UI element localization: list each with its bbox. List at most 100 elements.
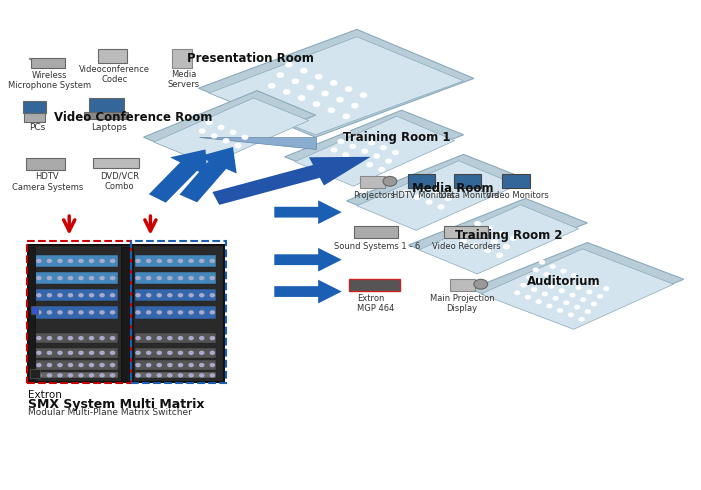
Text: Extron
MGP 464: Extron MGP 464 (357, 294, 394, 314)
Circle shape (200, 129, 205, 133)
Circle shape (200, 311, 204, 314)
Circle shape (461, 239, 467, 243)
Circle shape (301, 69, 307, 73)
Circle shape (283, 90, 290, 94)
Circle shape (147, 364, 151, 367)
Circle shape (200, 351, 204, 354)
Circle shape (157, 374, 161, 377)
Circle shape (480, 235, 485, 239)
Circle shape (168, 364, 172, 367)
Circle shape (79, 364, 83, 367)
Circle shape (498, 231, 504, 235)
Polygon shape (357, 161, 517, 230)
Circle shape (210, 364, 215, 367)
Circle shape (100, 276, 104, 279)
Circle shape (48, 337, 51, 340)
Circle shape (189, 311, 193, 314)
Circle shape (485, 248, 491, 252)
Circle shape (561, 270, 566, 273)
Circle shape (570, 294, 575, 297)
Bar (135, 360, 217, 370)
Circle shape (592, 302, 597, 306)
Text: SMX System Multi Matrix: SMX System Multi Matrix (28, 398, 205, 411)
Circle shape (549, 285, 554, 288)
Circle shape (69, 364, 72, 367)
Circle shape (292, 79, 299, 83)
Circle shape (497, 253, 503, 257)
Circle shape (576, 286, 581, 289)
Circle shape (111, 311, 115, 314)
Circle shape (69, 294, 72, 296)
Polygon shape (418, 205, 578, 274)
Bar (135, 372, 217, 378)
Circle shape (521, 283, 526, 287)
Circle shape (111, 259, 115, 263)
Circle shape (189, 351, 193, 354)
Circle shape (37, 337, 41, 340)
Circle shape (445, 196, 451, 200)
Polygon shape (470, 243, 683, 326)
Circle shape (345, 131, 350, 135)
Circle shape (604, 287, 608, 291)
Circle shape (473, 244, 479, 247)
Circle shape (189, 276, 193, 279)
Circle shape (37, 364, 41, 367)
Circle shape (100, 337, 104, 340)
Circle shape (346, 87, 352, 91)
Circle shape (540, 261, 545, 264)
Circle shape (179, 311, 182, 314)
Circle shape (575, 305, 580, 309)
Circle shape (278, 73, 283, 77)
FancyBboxPatch shape (502, 174, 530, 188)
Circle shape (200, 337, 204, 340)
Circle shape (414, 195, 420, 199)
Circle shape (100, 294, 104, 296)
Text: Sound Systems 1 - 6: Sound Systems 1 - 6 (334, 242, 421, 250)
Bar (36, 333, 118, 343)
Circle shape (69, 276, 72, 279)
Circle shape (100, 374, 104, 377)
FancyBboxPatch shape (28, 245, 224, 382)
Circle shape (147, 294, 151, 296)
Bar (28, 247, 35, 380)
Circle shape (236, 144, 241, 147)
Text: Auditorium: Auditorium (526, 275, 600, 288)
Circle shape (543, 292, 547, 295)
Circle shape (100, 259, 104, 263)
Circle shape (369, 141, 374, 145)
Circle shape (504, 245, 509, 249)
Circle shape (189, 294, 193, 296)
Polygon shape (274, 200, 342, 224)
Circle shape (90, 259, 94, 263)
Circle shape (179, 351, 182, 354)
Polygon shape (346, 154, 526, 225)
Circle shape (111, 337, 115, 340)
Circle shape (147, 311, 151, 314)
Circle shape (111, 294, 115, 296)
Circle shape (299, 96, 305, 100)
Polygon shape (209, 37, 463, 135)
Text: Video Conference Room: Video Conference Room (54, 111, 212, 124)
Circle shape (79, 351, 83, 354)
FancyBboxPatch shape (408, 174, 435, 188)
Circle shape (90, 294, 94, 296)
Text: Projectors: Projectors (353, 191, 395, 200)
Circle shape (587, 290, 592, 294)
Text: Presentation Room: Presentation Room (186, 52, 313, 65)
Circle shape (79, 374, 83, 377)
Text: DVD/VCR
Combo: DVD/VCR Combo (100, 172, 139, 191)
Circle shape (268, 83, 275, 88)
Circle shape (210, 351, 215, 354)
FancyBboxPatch shape (89, 98, 123, 113)
Circle shape (381, 146, 386, 149)
Circle shape (69, 337, 72, 340)
Circle shape (593, 283, 598, 286)
FancyBboxPatch shape (31, 58, 65, 68)
Circle shape (362, 149, 367, 153)
Circle shape (90, 311, 94, 314)
Circle shape (179, 364, 182, 367)
Circle shape (147, 351, 151, 354)
Text: Main Projection
Display: Main Projection Display (430, 294, 494, 314)
Circle shape (37, 311, 41, 314)
Circle shape (179, 259, 182, 263)
